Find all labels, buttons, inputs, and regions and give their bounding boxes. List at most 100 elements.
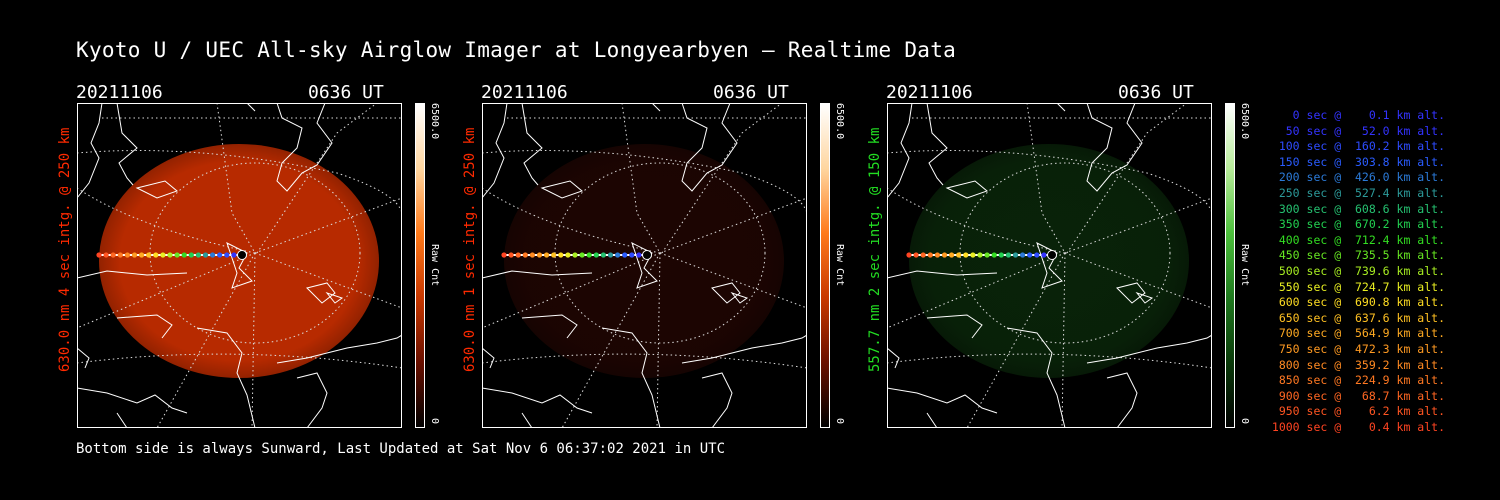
legend-row: 750 sec @ 472.3 km alt. [1271,341,1445,356]
legend-row: 250 sec @ 527.4 km alt. [1271,185,1445,200]
trajectory-point [160,252,166,258]
panel-frame [77,103,402,428]
trajectory-point [991,252,997,258]
legend-row: 1000 sec @ 0.4 km alt. [1271,419,1445,434]
trajectory-point [153,252,159,258]
trajectory-point [963,252,969,258]
trajectory-point [117,252,123,258]
trajectory-point [970,252,976,258]
airglow-field-of-view [99,144,379,378]
legend-row: 350 sec @ 670.2 km alt. [1271,217,1445,232]
station-marker [1047,250,1057,260]
trajectory-point [508,252,514,258]
trajectory-point [551,252,557,258]
panel-1-allsky-image[interactable] [77,103,402,428]
trajectory-point [934,252,940,258]
panel-1-colorbar-unit: Raw Cnt [429,244,440,287]
trajectory-point [195,252,201,258]
trajectory-point [572,252,578,258]
trajectory-point [529,252,535,258]
trajectory-point [124,252,130,258]
trajectory-point [181,252,187,258]
legend-row: 850 sec @ 224.9 km alt. [1271,373,1445,388]
trajectory-point [984,252,990,258]
allsky-map [77,103,402,428]
trajectory-point [103,252,109,258]
trajectory-point [210,252,216,258]
panel-3-allsky-image[interactable] [887,103,1212,428]
trajectory-point [949,252,955,258]
station-marker [237,250,247,260]
panel-1-colorbar-max: 6500.0 [429,103,440,140]
footer-status: Bottom side is always Sunward, Last Upda… [76,441,726,457]
legend-row: 400 sec @ 712.4 km alt. [1271,232,1445,247]
trajectory-point [927,252,933,258]
coastline [77,103,333,199]
legend-row: 50 sec @ 52.0 km alt. [1271,123,1445,138]
trajectory-point [139,252,145,258]
panel-3-colorbar-max: 6500.0 [1239,103,1250,140]
airglow-field-of-view [909,144,1189,378]
trajectory-point [941,252,948,258]
allsky-map [482,103,807,428]
trajectory-point [906,252,912,258]
trajectory-point [558,252,564,258]
trajectory-point [579,252,585,258]
panel-3-colorbar [1225,103,1235,428]
trajectory-point [501,252,507,258]
trajectory-point [956,252,962,258]
coastline [887,242,1212,428]
trajectory-point [593,252,599,258]
trajectory-point [188,252,194,258]
panel-2-date: 20211106 [481,82,568,103]
allsky-map [887,103,1212,428]
panel-2-allsky-image[interactable] [482,103,807,428]
coastline [482,242,807,428]
trajectory-point [544,252,550,258]
trajectory-point [600,252,606,258]
panel-frame [887,103,1212,428]
trajectory-point [146,252,152,258]
trajectory-point [636,252,642,258]
coastline [482,103,738,199]
panel-2-colorbar [820,103,830,428]
lat-lon-grid [77,103,402,428]
panel-2-colorbar-max: 6500.0 [834,103,845,140]
trajectory-point [515,252,521,258]
coastline [887,103,1143,199]
panel-2-wavelength-label: 630.0 nm 1 sec intg. @ 250 km [462,127,478,372]
legend-row: 450 sec @ 735.5 km alt. [1271,248,1445,263]
trajectory-point [96,252,102,258]
panel-1-wavelength-label: 630.0 nm 4 sec intg. @ 250 km [57,127,73,372]
trajectory-point [1012,252,1019,258]
trajectory-point [920,252,926,258]
legend-row: 600 sec @ 690.8 km alt. [1271,295,1445,310]
page-title: Kyoto U / UEC All-sky Airglow Imager at … [76,38,957,62]
panel-3-colorbar-min: 0 [1239,418,1250,425]
legend-row: 800 sec @ 359.2 km alt. [1271,357,1445,372]
legend-row: 900 sec @ 68.7 km alt. [1271,388,1445,403]
legend-row: 950 sec @ 6.2 km alt. [1271,404,1445,419]
trajectory-point [217,252,223,258]
legend-row: 550 sec @ 724.7 km alt. [1271,279,1445,294]
trajectory-point [522,252,528,258]
trajectory-point [1005,252,1011,258]
trajectory-point [1041,252,1047,258]
panel-3-wavelength-label: 557.7 nm 2 sec intg. @ 150 km [867,127,883,372]
trajectory-point [607,252,614,258]
trajectory-point [586,252,592,258]
panel-2-colorbar-min: 0 [834,418,845,425]
panel-1-date: 20211106 [76,82,163,103]
trajectory-point [913,252,919,258]
legend-row: 650 sec @ 637.6 km alt. [1271,310,1445,325]
trajectory-point [1020,252,1026,258]
trajectory-point [110,252,116,258]
legend-row: 0 sec @ 0.1 km alt. [1271,108,1445,122]
trajectory-point [174,252,180,258]
legend-row: 200 sec @ 426.0 km alt. [1271,170,1445,185]
trajectory-point [536,252,543,258]
panel-1-colorbar-min: 0 [429,418,440,425]
trajectory-point [167,252,173,258]
panel-3-colorbar-unit: Raw Cnt [1239,244,1250,287]
coastline [77,242,402,428]
